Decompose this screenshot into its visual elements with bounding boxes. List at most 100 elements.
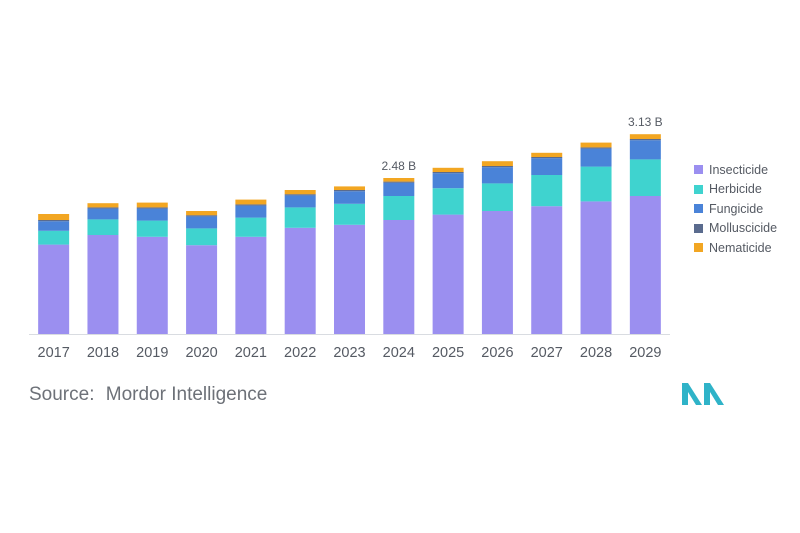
legend-label-herbicide: Herbicide	[709, 182, 762, 197]
bar-fungicide-2019	[136, 208, 168, 221]
bar-nematicide-2023	[334, 186, 365, 190]
bar-nematicide-2017	[38, 214, 70, 220]
legend-swatch-nematicide	[694, 243, 703, 253]
bar-nematicide-2024	[383, 178, 415, 182]
bar-insecticide-2026	[481, 211, 513, 334]
legend-item-herbicide: Herbicide	[694, 180, 777, 200]
bar-fungicide-2029	[629, 140, 661, 160]
bar-molluscicide-2029	[629, 139, 661, 141]
mordor-intelligence-logo	[682, 383, 724, 405]
legend-label-insecticide: Insecticide	[709, 162, 769, 177]
legend-label-molluscicide: Molluscicide	[709, 221, 778, 236]
bar-herbicide-2021	[235, 217, 267, 237]
bar-fungicide-2024	[383, 182, 415, 196]
logo-right-shape	[704, 383, 724, 405]
x-tick-label-2029: 2029	[629, 345, 661, 361]
bar-molluscicide-2017	[38, 220, 70, 222]
bar-insecticide-2024	[383, 220, 415, 334]
x-tick-label-2017: 2017	[38, 345, 70, 361]
bar-herbicide-2020	[186, 228, 218, 246]
x-tick-label-2024: 2024	[383, 345, 415, 361]
bar-insecticide-2019	[136, 236, 168, 334]
logo-left-shape	[682, 383, 702, 405]
bar-insecticide-2028	[580, 201, 612, 334]
bar-herbicide-2017	[38, 230, 70, 245]
bar-nematicide-2018	[87, 203, 119, 208]
bar-molluscicide-2024	[383, 181, 415, 183]
bar-nematicide-2028	[580, 142, 612, 148]
bar-insecticide-2025	[432, 214, 464, 334]
bar-fungicide-2026	[481, 167, 513, 184]
x-tick-label-2027: 2027	[531, 345, 563, 361]
bars-group	[38, 134, 661, 334]
bar-fungicide-2028	[580, 148, 612, 167]
bar-fungicide-2025	[432, 173, 464, 189]
legend: Insecticide Herbicide Fungicide Mollusci…	[694, 160, 777, 258]
bar-herbicide-2027	[531, 175, 563, 207]
source-label: Source:	[29, 384, 95, 405]
bar-nematicide-2025	[432, 167, 464, 172]
x-tick-label-2019: 2019	[136, 345, 168, 361]
x-tick-label-2026: 2026	[481, 345, 513, 361]
bar-fungicide-2018	[87, 208, 119, 220]
bar-molluscicide-2023	[334, 190, 365, 192]
bar-nematicide-2021	[235, 199, 267, 205]
bar-herbicide-2019	[136, 220, 168, 237]
bar-molluscicide-2027	[531, 157, 563, 159]
bar-fungicide-2021	[235, 205, 267, 218]
legend-swatch-molluscicide	[694, 223, 703, 233]
bar-nematicide-2019	[136, 202, 168, 208]
legend-label-fungicide: Fungicide	[709, 201, 764, 216]
bar-fungicide-2017	[38, 221, 70, 231]
bar-herbicide-2024	[383, 196, 415, 220]
bar-herbicide-2028	[580, 166, 612, 202]
bar-molluscicide-2018	[87, 207, 119, 209]
bar-molluscicide-2020	[186, 215, 218, 217]
bar-molluscicide-2021	[235, 204, 267, 206]
bar-fungicide-2027	[531, 158, 563, 175]
x-tick-label-2028: 2028	[580, 345, 612, 361]
bar-molluscicide-2022	[284, 194, 316, 196]
bar-molluscicide-2028	[580, 147, 612, 149]
source-text: Mordor Intelligence	[105, 384, 268, 405]
x-axis-ticks: 2017 2018 2019 2020 2021 2022 2023 2024 2025 2026…	[38, 345, 662, 361]
legend-item-insecticide: Insecticide	[694, 160, 777, 180]
bar-insecticide-2023	[334, 224, 365, 334]
bar-annotations: 2.48 B 3.13 B	[381, 115, 662, 173]
bar-molluscicide-2019	[136, 207, 168, 209]
legend-swatch-herbicide	[694, 184, 703, 194]
bar-molluscicide-2025	[432, 172, 464, 174]
legend-swatch-fungicide	[694, 204, 703, 214]
source-line: Source: Mordor Intelligence	[29, 384, 267, 406]
bar-insecticide-2020	[186, 245, 218, 334]
bar-herbicide-2018	[87, 219, 119, 235]
annotation-2024: 2.48 B	[381, 159, 416, 173]
bar-fungicide-2023	[334, 191, 365, 204]
bar-herbicide-2026	[481, 183, 513, 211]
bar-insecticide-2022	[284, 227, 316, 334]
x-tick-label-2020: 2020	[185, 345, 217, 361]
bar-nematicide-2029	[629, 134, 661, 139]
bar-herbicide-2022	[284, 207, 316, 228]
bar-molluscicide-2026	[481, 166, 513, 168]
bar-herbicide-2029	[629, 159, 661, 196]
bar-nematicide-2020	[186, 211, 218, 216]
x-tick-label-2021: 2021	[235, 345, 267, 361]
x-tick-label-2023: 2023	[333, 345, 365, 361]
bar-insecticide-2027	[531, 206, 563, 334]
bar-insecticide-2021	[235, 236, 267, 334]
x-tick-label-2018: 2018	[87, 345, 119, 361]
legend-item-fungicide: Fungicide	[694, 199, 777, 219]
bar-fungicide-2022	[284, 195, 316, 208]
legend-label-nematicide: Nematicide	[709, 240, 772, 255]
legend-item-nematicide: Nematicide	[694, 238, 777, 258]
bar-herbicide-2023	[334, 203, 365, 225]
x-tick-label-2022: 2022	[284, 345, 316, 361]
legend-swatch-insecticide	[694, 165, 703, 175]
bar-insecticide-2017	[38, 244, 70, 334]
bar-nematicide-2022	[284, 190, 316, 195]
bar-fungicide-2020	[186, 216, 218, 229]
bar-nematicide-2027	[531, 152, 563, 157]
bar-nematicide-2026	[481, 161, 513, 166]
